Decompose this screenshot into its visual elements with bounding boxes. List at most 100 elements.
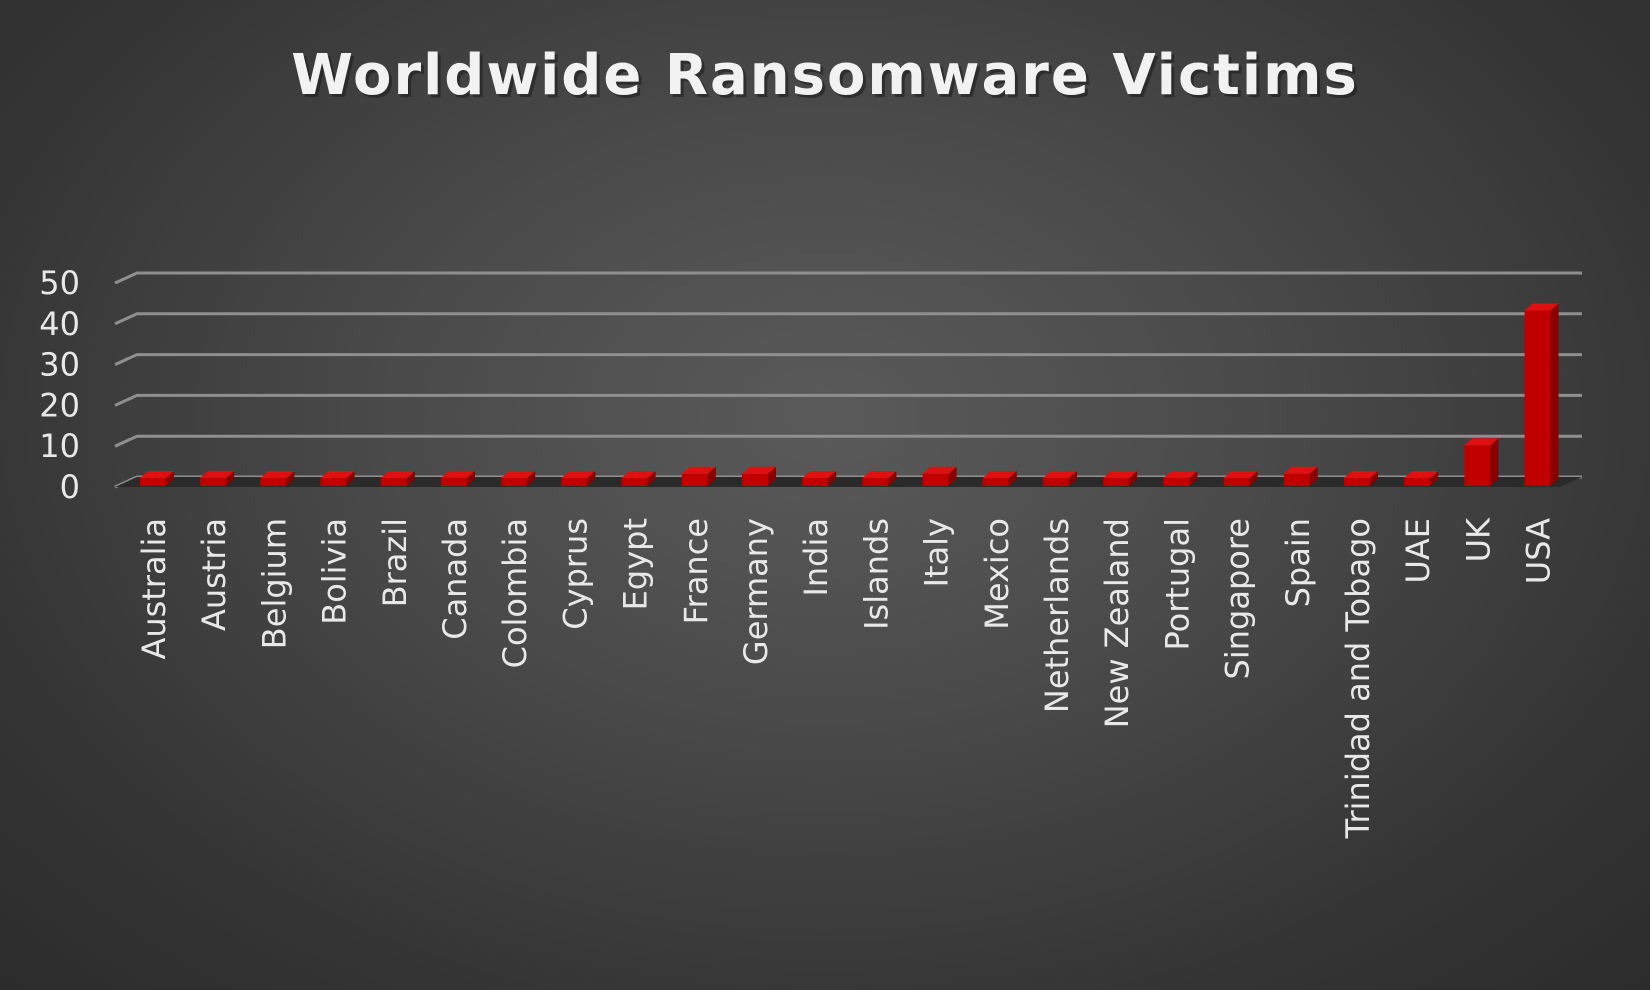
- bar-top: [982, 471, 1017, 478]
- bar: [1404, 471, 1439, 486]
- bar-top: [1404, 471, 1439, 478]
- bar-side: [1069, 471, 1077, 486]
- bar: [1103, 471, 1138, 486]
- y-tick-label: 10: [39, 427, 80, 465]
- bar: [922, 466, 957, 486]
- x-tick-label: Belgium: [255, 518, 293, 649]
- bar: [1043, 471, 1077, 486]
- x-tick-label: Bolivia: [316, 518, 354, 625]
- bar: [200, 470, 235, 486]
- x-tick-label: Mexico: [978, 518, 1016, 630]
- bar-front: [1404, 478, 1431, 486]
- bar-side: [346, 471, 355, 486]
- x-tick-label: Cyprus: [556, 518, 594, 630]
- bar: [681, 466, 716, 486]
- x-tick-label: Germany: [737, 518, 775, 665]
- y-tick-label: 40: [39, 305, 80, 343]
- bar: [1223, 471, 1258, 486]
- bar-side: [1249, 471, 1258, 486]
- bar: [802, 471, 837, 486]
- bar-side: [948, 466, 957, 486]
- bar-front: [742, 473, 768, 486]
- bar-top: [742, 466, 776, 474]
- y-tick-label: 0: [60, 468, 80, 506]
- chart-title: Worldwide Ransomware Victims: [291, 43, 1359, 108]
- bar-side: [1430, 471, 1439, 486]
- bar-top: [802, 471, 837, 478]
- bar-side: [1490, 438, 1499, 486]
- bar: [1163, 471, 1198, 486]
- bar-side: [647, 471, 656, 486]
- bar-side: [1189, 471, 1198, 486]
- x-tick-label: France: [677, 518, 715, 624]
- bar-side: [1008, 471, 1017, 486]
- bar-side: [1129, 471, 1138, 486]
- bar-side: [166, 471, 174, 486]
- bar-top: [1344, 471, 1378, 478]
- bar-front: [802, 478, 829, 486]
- bar-front: [140, 478, 166, 486]
- bar-front: [1464, 445, 1491, 486]
- gridline: [114, 312, 1582, 326]
- bar-top: [1163, 471, 1198, 478]
- bar-top: [200, 470, 235, 478]
- gridline: [114, 353, 1582, 366]
- bar: [501, 471, 536, 486]
- gridlines: [114, 271, 1582, 489]
- x-tick-label: UAE: [1399, 518, 1437, 584]
- bar-side: [1309, 466, 1318, 486]
- bar-front: [1344, 478, 1370, 486]
- x-axis-tick-labels: Australia Austria Belgium Bolivia Brazil Cana…: [135, 517, 1558, 839]
- bar-top: [561, 471, 596, 478]
- bar-top: [1283, 466, 1318, 474]
- bar-front: [621, 478, 648, 486]
- bar-front: [922, 473, 949, 486]
- bar-front: [320, 478, 347, 486]
- bar-front: [862, 478, 889, 486]
- bar-top: [1524, 303, 1559, 311]
- bar-side: [707, 466, 716, 486]
- x-tick-label: Italy: [918, 518, 956, 587]
- bar-side: [888, 471, 897, 486]
- bar-side: [587, 471, 596, 486]
- bar-side: [226, 470, 235, 486]
- bar-front: [681, 473, 708, 486]
- x-tick-label: Spain: [1279, 518, 1317, 607]
- bar: [561, 471, 596, 486]
- x-tick-label: Netherlands: [1038, 518, 1076, 713]
- bar-top: [380, 471, 415, 478]
- bar-top: [1223, 471, 1258, 478]
- bar-front: [1524, 310, 1551, 486]
- x-tick-label: Colombia: [496, 518, 534, 668]
- gridline: [114, 434, 1582, 448]
- bar: [320, 471, 355, 486]
- x-tick-label: Austria: [195, 518, 233, 631]
- bar-front: [1283, 473, 1310, 486]
- bar-top: [140, 471, 174, 478]
- bar-top: [681, 466, 716, 474]
- bar-side: [768, 466, 776, 486]
- chart-title-shadow: Worldwide Ransomware Victims: [294, 46, 1362, 111]
- bar-top: [320, 471, 355, 478]
- bar: [380, 471, 415, 486]
- bar-side: [406, 471, 415, 486]
- bar: [1344, 471, 1378, 486]
- x-tick-label: New Zealand: [1098, 518, 1136, 728]
- x-tick-label: Singapore: [1219, 518, 1257, 679]
- bar-front: [260, 478, 287, 486]
- floor-plane: [115, 477, 1582, 487]
- bar: [1464, 438, 1499, 486]
- x-tick-label: India: [797, 518, 835, 597]
- bar: [621, 471, 656, 486]
- bar-top: [441, 470, 475, 478]
- bar-top: [1103, 471, 1138, 478]
- bar: [742, 466, 776, 486]
- x-tick-label: Trinidad and Tobago: [1339, 518, 1377, 839]
- y-tick-label: 50: [39, 264, 80, 302]
- x-tick-label: Portugal: [1158, 518, 1196, 651]
- bar: [441, 470, 475, 486]
- bar: [862, 471, 897, 486]
- bar-front: [1163, 478, 1190, 486]
